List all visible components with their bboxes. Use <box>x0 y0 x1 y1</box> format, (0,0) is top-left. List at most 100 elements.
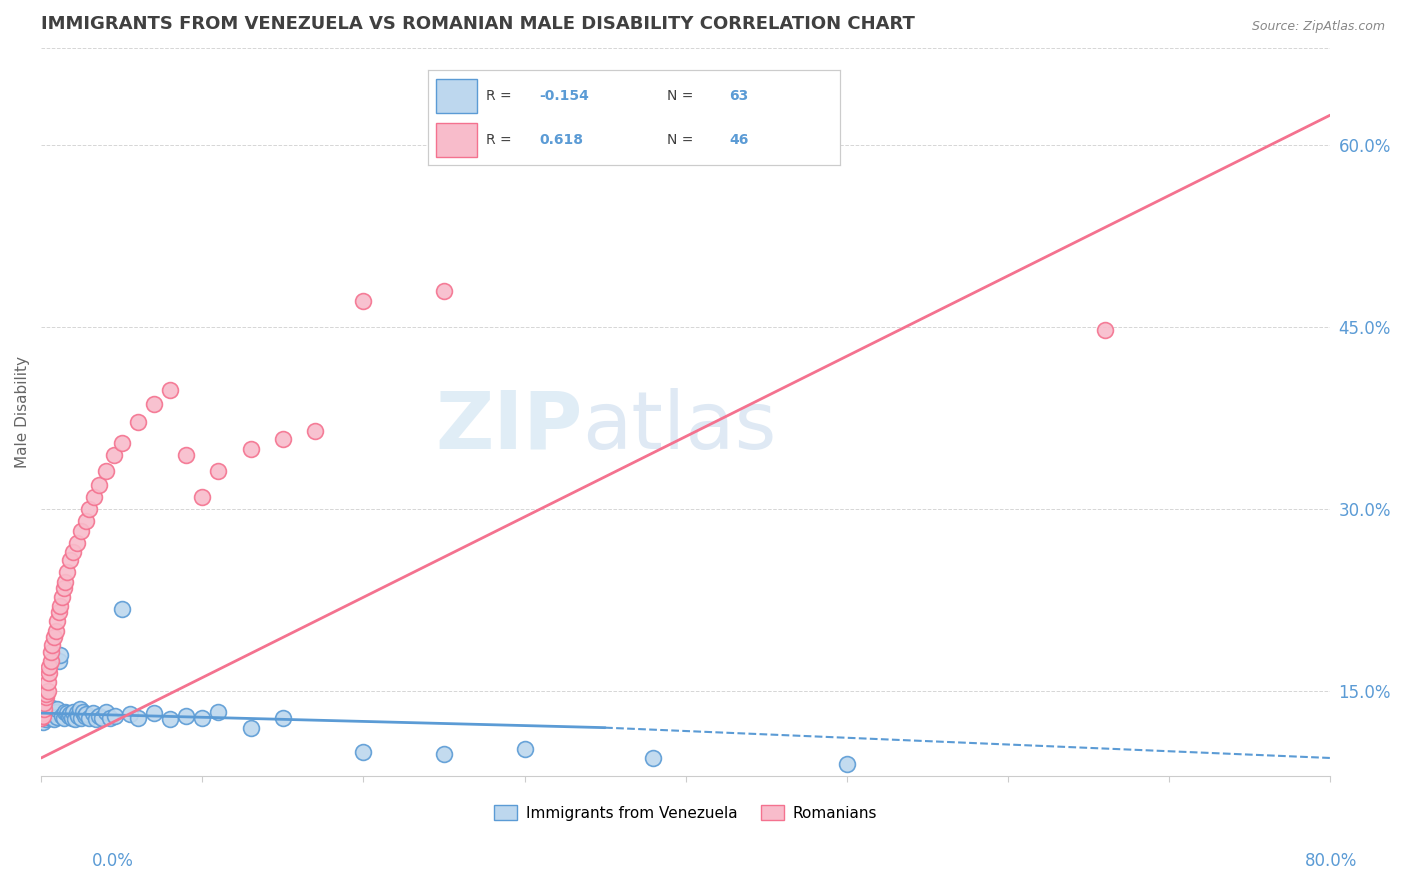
Point <box>48 654 70 668</box>
Point <box>67 708 90 723</box>
Point <box>159 712 181 726</box>
Point <box>94 705 117 719</box>
Point <box>35 705 58 719</box>
Point <box>70 524 93 538</box>
Point <box>34 702 56 716</box>
Point <box>37 704 59 718</box>
Point <box>104 708 127 723</box>
Point <box>433 284 456 298</box>
Point <box>46 710 69 724</box>
Point <box>835 757 858 772</box>
Point <box>65 706 87 720</box>
Point <box>51 590 73 604</box>
Point <box>30 708 52 723</box>
Point <box>49 648 72 662</box>
Point <box>35 690 58 705</box>
Point <box>45 624 67 638</box>
Point <box>83 490 105 504</box>
Text: Source: ZipAtlas.com: Source: ZipAtlas.com <box>1251 20 1385 33</box>
Point <box>111 602 134 616</box>
Point <box>56 706 79 720</box>
Point <box>433 747 456 762</box>
Point <box>45 707 67 722</box>
Point <box>39 705 62 719</box>
Point <box>159 384 181 398</box>
Point <box>513 742 536 756</box>
Point <box>38 702 60 716</box>
Point <box>34 706 56 720</box>
Point <box>31 714 53 729</box>
Point <box>79 502 101 516</box>
Point <box>31 708 53 723</box>
Point <box>79 711 101 725</box>
Point <box>239 442 262 456</box>
Point <box>643 751 665 765</box>
Point <box>191 490 214 504</box>
Legend: Immigrants from Venezuela, Romanians: Immigrants from Venezuela, Romanians <box>488 798 883 827</box>
Point <box>207 463 229 477</box>
Point <box>82 706 104 720</box>
Point <box>1094 323 1116 337</box>
Point <box>142 706 165 720</box>
Point <box>37 710 59 724</box>
Point <box>53 575 76 590</box>
Point <box>94 463 117 477</box>
Point <box>239 721 262 735</box>
Point <box>35 712 58 726</box>
Point <box>45 705 67 719</box>
Point <box>63 712 86 726</box>
Point <box>42 712 65 726</box>
Point <box>75 707 97 722</box>
Point <box>52 581 75 595</box>
Point <box>87 708 110 723</box>
Point <box>39 645 62 659</box>
Text: atlas: atlas <box>582 388 778 466</box>
Point <box>207 705 229 719</box>
Point <box>174 448 197 462</box>
Point <box>84 712 107 726</box>
Point <box>31 705 53 719</box>
Point <box>352 745 374 759</box>
Point <box>191 711 214 725</box>
Point <box>59 553 82 567</box>
Point <box>62 705 84 719</box>
Point <box>118 707 141 722</box>
Text: 0.0%: 0.0% <box>91 852 134 870</box>
Point <box>352 293 374 308</box>
Point <box>51 708 73 723</box>
Point <box>111 435 134 450</box>
Point <box>60 711 83 725</box>
Point <box>58 708 80 723</box>
Point <box>30 711 52 725</box>
Point <box>41 638 63 652</box>
Point <box>56 566 79 580</box>
Point <box>35 687 58 701</box>
Point <box>37 674 59 689</box>
Y-axis label: Male Disability: Male Disability <box>15 356 30 468</box>
Point <box>35 701 58 715</box>
Point <box>174 708 197 723</box>
Point <box>73 708 96 723</box>
Point <box>31 706 53 720</box>
Point <box>100 711 122 725</box>
Point <box>91 711 114 725</box>
Point <box>72 705 94 719</box>
Point <box>39 654 62 668</box>
Point <box>75 515 97 529</box>
Text: 80.0%: 80.0% <box>1305 852 1357 870</box>
Text: ZIP: ZIP <box>436 388 582 466</box>
Point <box>70 711 93 725</box>
Point <box>62 545 84 559</box>
Point <box>53 705 76 719</box>
Point <box>103 448 125 462</box>
Point <box>39 711 62 725</box>
Point <box>46 614 69 628</box>
Point <box>87 478 110 492</box>
Point <box>142 397 165 411</box>
Point <box>48 606 70 620</box>
Point <box>65 536 87 550</box>
Point <box>38 660 60 674</box>
Point <box>34 697 56 711</box>
Point <box>34 711 56 725</box>
Point <box>69 702 91 716</box>
